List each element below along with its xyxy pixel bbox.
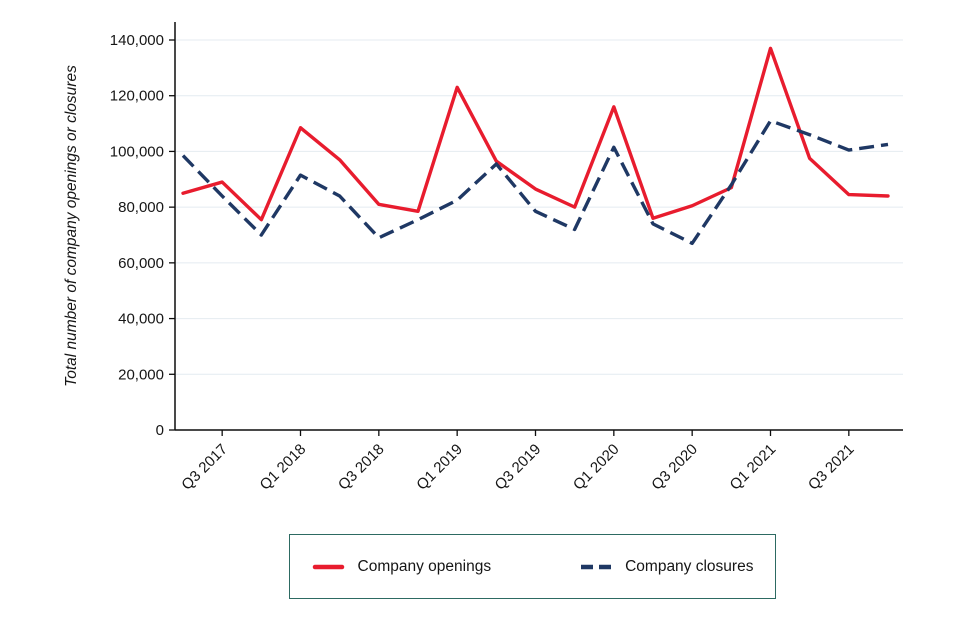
chart-area: 0 20,000 40,000 60,000 80,000 100,000 120,000 1…: [63, 22, 903, 494]
x-tick-label: Q1 2019: [413, 441, 466, 494]
legend-label-closures: Company closures: [625, 557, 754, 575]
y-tick-label: 140,000: [110, 32, 164, 49]
x-tick-label: Q1 2021: [727, 441, 780, 494]
x-tick-label: Q3 2018: [335, 441, 388, 494]
x-tick-label: Q3 2020: [648, 441, 701, 494]
y-tick-label: 100,000: [110, 143, 164, 160]
y-tick-label: 0: [156, 422, 164, 439]
y-axis-title: Total number of company openings or clos…: [63, 65, 80, 387]
legend-item-openings: Company openings: [312, 557, 492, 576]
legend-item-closures: Company closures: [579, 558, 753, 576]
y-tick-label: 120,000: [110, 88, 164, 105]
x-tick-label: Q1 2018: [257, 441, 310, 494]
y-tick-label: 60,000: [118, 255, 164, 272]
x-tick-label: Q3 2019: [492, 441, 545, 494]
y-tick-label: 80,000: [118, 199, 164, 216]
closures-dashed-line-swatch-icon: [581, 564, 612, 569]
x-tick-label: Q1 2020: [570, 441, 623, 494]
chart-svg: 0 20,000 40,000 60,000 80,000 100,000 120,000 1…: [63, 22, 903, 494]
x-tick-label: Q3 2021: [805, 441, 858, 494]
legend-label-openings: Company openings: [357, 557, 492, 575]
openings-line-swatch-icon: [312, 564, 344, 569]
x-tick-label: Q3 2017: [178, 441, 231, 494]
chart-legend: Company openings Company closures: [289, 534, 776, 599]
series-line-openings: [181, 46, 890, 222]
y-tick-label: 20,000: [118, 366, 164, 383]
y-tick-label: 40,000: [118, 311, 164, 328]
series-line-closures: [181, 119, 889, 246]
